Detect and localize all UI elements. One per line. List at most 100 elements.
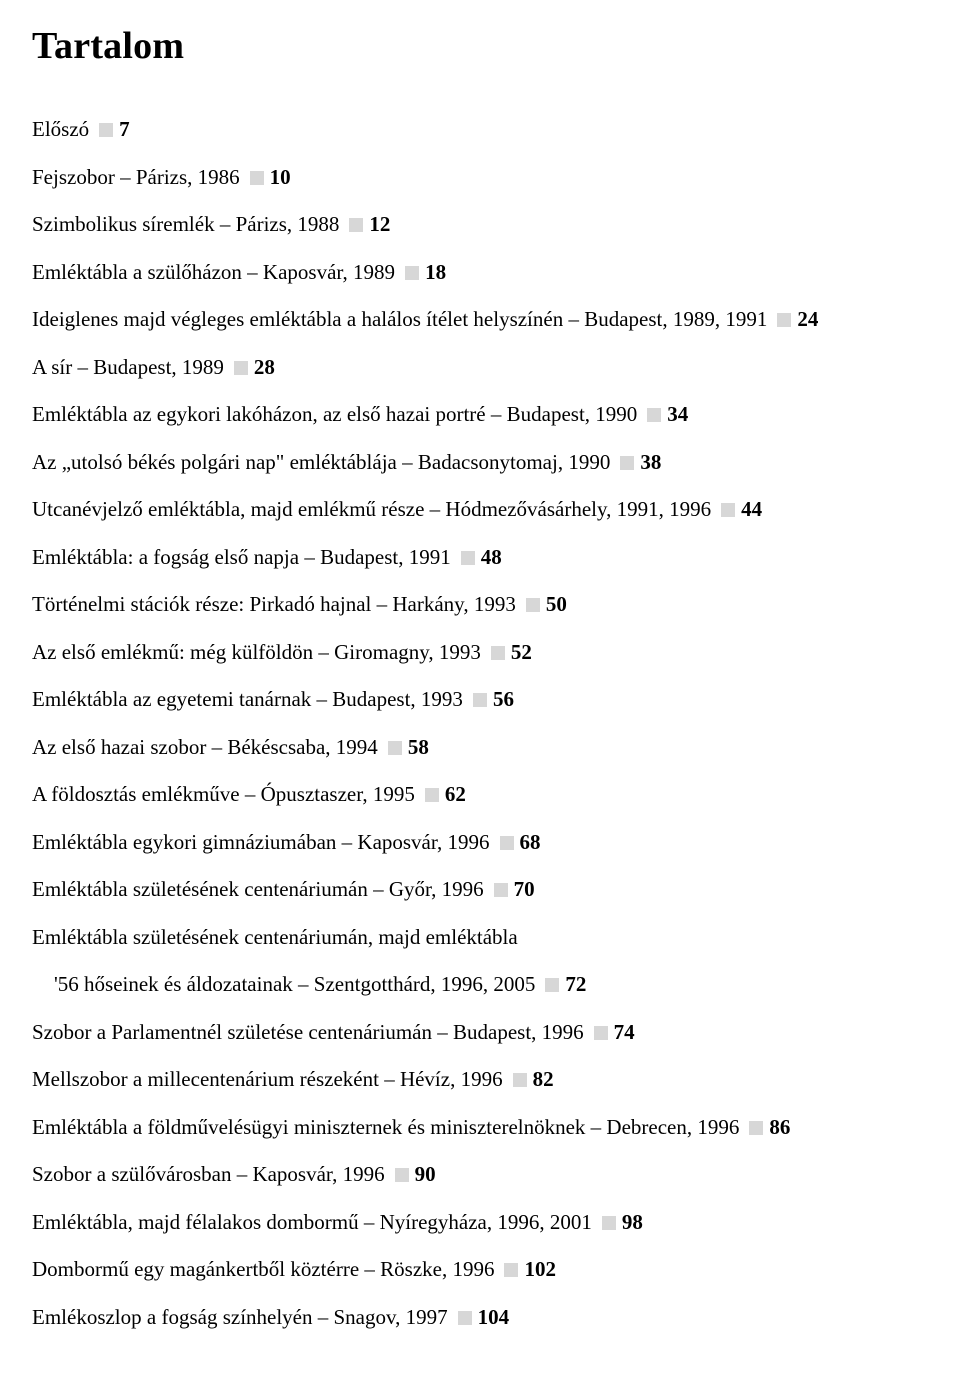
toc-entry-text: Mellszobor a millecentenárium részeként … [32,1067,503,1091]
square-bullet-icon [602,1216,616,1230]
square-bullet-icon [395,1168,409,1182]
toc-page-number: 62 [445,782,466,806]
toc-entry-text: Emléktábla, majd félalakos dombormű – Ny… [32,1210,592,1234]
square-bullet-icon [99,123,113,137]
toc-page-number: 50 [546,592,567,616]
toc-entry: '56 hőseinek és áldozatainak – Szentgott… [32,969,928,1001]
toc-entry: Utcanévjelző emléktábla, majd emlékmű ré… [32,494,928,526]
toc-entry: Történelmi stációk része: Pirkadó hajnal… [32,589,928,621]
toc-page-number: 28 [254,355,275,379]
toc-entry-text: Szobor a szülővárosban – Kaposvár, 1996 [32,1162,385,1186]
toc-page-number: 12 [369,212,390,236]
toc-page-number: 24 [797,307,818,331]
toc-page-number: 90 [415,1162,436,1186]
toc-entry: A földosztás emlékműve – Ópusztaszer, 19… [32,779,928,811]
toc-entry: Emléktábla születésének centenáriumán – … [32,874,928,906]
toc-page-number: 98 [622,1210,643,1234]
square-bullet-icon [594,1026,608,1040]
toc-entry: Az első emlékmű: még külföldön – Giromag… [32,637,928,669]
square-bullet-icon [721,503,735,517]
toc-entry-text: Az első hazai szobor – Békéscsaba, 1994 [32,735,378,759]
square-bullet-icon [234,361,248,375]
toc-entry: Dombormű egy magánkertből köztérre – Rös… [32,1254,928,1286]
toc-entry-text: A sír – Budapest, 1989 [32,355,224,379]
toc-entry: Fejszobor – Párizs, 1986 10 [32,162,928,194]
toc-entry: Szobor a Parlamentnél születése centenár… [32,1017,928,1049]
square-bullet-icon [349,218,363,232]
toc-entry-text: Történelmi stációk része: Pirkadó hajnal… [32,592,516,616]
toc-entry-text: Emlékoszlop a fogság színhelyén – Snagov… [32,1305,448,1329]
toc-entry-text: '56 hőseinek és áldozatainak – Szentgott… [54,972,535,996]
toc-page-number: 70 [514,877,535,901]
toc-page-number: 38 [640,450,661,474]
toc-entry: A sír – Budapest, 1989 28 [32,352,928,384]
toc-page-number: 104 [478,1305,510,1329]
toc-entry: Az „utolsó békés polgári nap" emléktáblá… [32,447,928,479]
toc-page-number: 48 [481,545,502,569]
square-bullet-icon [777,313,791,327]
page-title: Tartalom [32,24,928,68]
toc-entry-text: Emléktábla egykori gimnáziumában – Kapos… [32,830,490,854]
toc-entry-text: Az „utolsó békés polgári nap" emléktáblá… [32,450,610,474]
square-bullet-icon [526,598,540,612]
toc-entry: Emléktábla, majd félalakos dombormű – Ny… [32,1207,928,1239]
toc-page-number: 18 [425,260,446,284]
toc-entry-text: Emléktábla az egyetemi tanárnak – Budape… [32,687,463,711]
square-bullet-icon [388,741,402,755]
square-bullet-icon [458,1311,472,1325]
square-bullet-icon [491,646,505,660]
toc-entry: Szobor a szülővárosban – Kaposvár, 1996 9… [32,1159,928,1191]
toc-entry-text: Emléktábla a szülőházon – Kaposvár, 1989 [32,260,395,284]
toc-entry-text: A földosztás emlékműve – Ópusztaszer, 19… [32,782,415,806]
toc-page-number: 58 [408,735,429,759]
toc-entry: Emléktábla születésének centenáriumán, m… [32,922,928,954]
toc-page-number: 7 [119,117,130,141]
toc-page-number: 10 [270,165,291,189]
toc-page-number: 82 [533,1067,554,1091]
toc-entry-text: Utcanévjelző emléktábla, majd emlékmű ré… [32,497,711,521]
square-bullet-icon [494,883,508,897]
toc-page-number: 74 [614,1020,635,1044]
toc-page-number: 52 [511,640,532,664]
toc-entry-text: Ideiglenes majd végleges emléktábla a ha… [32,307,767,331]
toc-entry: Emléktábla a földművelésügyi miniszterne… [32,1112,928,1144]
toc-entry: Emlékoszlop a fogság színhelyén – Snagov… [32,1302,928,1334]
toc-entry-text: Emléktábla születésének centenáriumán, m… [32,925,518,949]
square-bullet-icon [647,408,661,422]
toc-entry-text: Emléktábla: a fogság első napja – Budape… [32,545,451,569]
toc-entry: Emléktábla az egykori lakóházon, az első… [32,399,928,431]
toc-page-number: 56 [493,687,514,711]
toc-list: Előszó 7 Fejszobor – Párizs, 1986 10 Szimbol… [32,114,928,1333]
toc-entry-text: Emléktábla születésének centenáriumán – … [32,877,484,901]
toc-page-number: 86 [769,1115,790,1139]
square-bullet-icon [500,836,514,850]
square-bullet-icon [513,1073,527,1087]
toc-entry-text: Szobor a Parlamentnél születése centenár… [32,1020,584,1044]
toc-entry-text: Dombormű egy magánkertből köztérre – Rös… [32,1257,494,1281]
toc-entry: Előszó 7 [32,114,928,146]
toc-entry: Ideiglenes majd végleges emléktábla a ha… [32,304,928,336]
toc-page-number: 102 [524,1257,556,1281]
toc-entry-text: Az első emlékmű: még külföldön – Giromag… [32,640,481,664]
toc-page-number: 44 [741,497,762,521]
square-bullet-icon [504,1263,518,1277]
toc-entry-text: Előszó [32,117,89,141]
toc-page-number: 72 [565,972,586,996]
square-bullet-icon [620,456,634,470]
toc-page-number: 68 [520,830,541,854]
toc-entry-text: Fejszobor – Párizs, 1986 [32,165,240,189]
square-bullet-icon [425,788,439,802]
toc-entry-text: Emléktábla az egykori lakóházon, az első… [32,402,637,426]
square-bullet-icon [405,266,419,280]
square-bullet-icon [545,978,559,992]
toc-entry: Emléktábla az egyetemi tanárnak – Budape… [32,684,928,716]
toc-entry-text: Emléktábla a földművelésügyi miniszterne… [32,1115,739,1139]
toc-page-number: 34 [667,402,688,426]
toc-entry: Mellszobor a millecentenárium részeként … [32,1064,928,1096]
toc-entry: Szimbolikus síremlék – Párizs, 198812 [32,209,928,241]
toc-entry: Emléktábla egykori gimnáziumában – Kapos… [32,827,928,859]
toc-entry: Emléktábla a szülőházon – Kaposvár, 1989… [32,257,928,289]
square-bullet-icon [749,1121,763,1135]
square-bullet-icon [473,693,487,707]
toc-entry: Az első hazai szobor – Békéscsaba, 1994 5… [32,732,928,764]
